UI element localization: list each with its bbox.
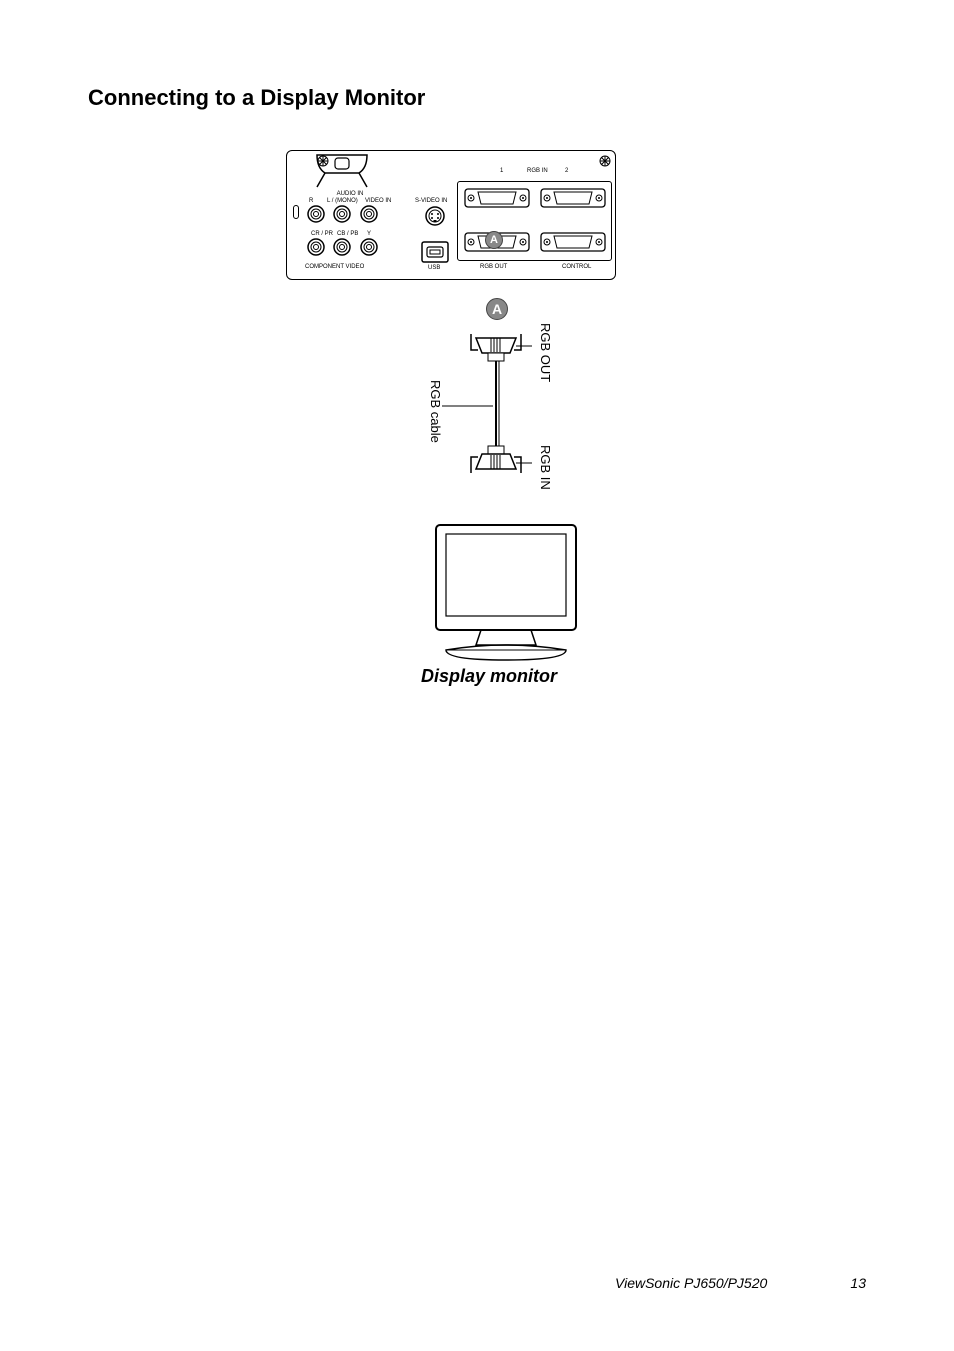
rgb-out-vlabel: RGB OUT <box>538 323 553 382</box>
cr-pr-label: CR / PR <box>311 231 333 237</box>
usb-label: USB <box>428 265 440 271</box>
rgb-in-label: RGB IN <box>527 168 548 174</box>
footer-model: ViewSonic PJ650/PJ520 <box>615 1275 767 1291</box>
rca-jack-icon <box>360 238 378 256</box>
component-video-label: COMPONENT VIDEO <box>305 264 364 270</box>
two-label: 2 <box>565 168 568 174</box>
component-rca-row <box>305 238 380 261</box>
svideo-jack-icon <box>425 206 445 226</box>
connection-diagram: AUDIO IN R L / (MONO) VIDEO IN S-VIDEO I… <box>286 150 631 670</box>
rca-jack-icon <box>307 238 325 256</box>
screw-icon <box>599 155 611 167</box>
rca-jack-icon <box>333 238 351 256</box>
rca-jack-icon <box>333 205 351 223</box>
control-label: CONTROL <box>562 264 591 270</box>
monitor-caption: Display monitor <box>421 666 557 687</box>
y-label: Y <box>367 231 371 237</box>
svideo-in-label: S-VIDEO IN <box>415 198 447 204</box>
av-rca-row <box>305 205 380 228</box>
l-mono-label: L / (MONO) <box>327 198 358 204</box>
vga-port-group <box>457 181 612 261</box>
vga-port-control <box>540 232 606 252</box>
callout-a-on-port: A <box>485 231 503 249</box>
footer-page-number: 13 <box>850 1275 866 1291</box>
one-label: 1 <box>500 168 503 174</box>
rca-jack-icon <box>360 205 378 223</box>
page-title: Connecting to a Display Monitor <box>88 85 425 111</box>
r-label: R <box>309 198 313 204</box>
rca-jack-icon <box>307 205 325 223</box>
audio-in-label: AUDIO IN <box>320 191 380 197</box>
display-monitor-icon <box>426 520 586 665</box>
rgb-in-vlabel: RGB IN <box>538 445 553 490</box>
power-socket-icon <box>315 153 369 189</box>
video-in-label: VIDEO IN <box>365 198 391 204</box>
cb-pb-label: CB / PB <box>337 231 358 237</box>
usb-port-icon <box>421 241 449 263</box>
rgb-out-label: RGB OUT <box>480 264 507 270</box>
projector-back-panel: AUDIO IN R L / (MONO) VIDEO IN S-VIDEO I… <box>286 150 616 280</box>
callout-a-letter: A <box>490 234 498 246</box>
kensington-lock-icon <box>293 205 299 219</box>
vga-port-icon <box>464 188 530 208</box>
rgb-cable-label: RGB cable <box>428 380 443 443</box>
vga-port-icon <box>540 188 606 208</box>
